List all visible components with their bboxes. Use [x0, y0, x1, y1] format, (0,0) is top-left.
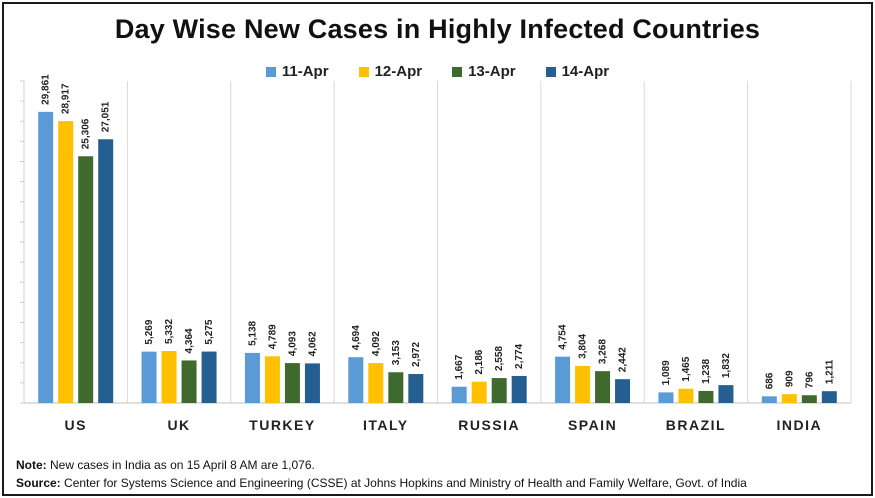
data-label-brazil-13-apr: 1,238: [701, 358, 712, 383]
bar-india-11-apr: [761, 396, 777, 403]
legend-label-12-apr: 12-Apr: [374, 63, 423, 80]
bar-italy-14-apr: [408, 374, 424, 403]
data-label-brazil-14-apr: 1,832: [721, 353, 732, 378]
category-label-brazil: BRAZIL: [666, 417, 726, 433]
bar-spain-12-apr: [575, 365, 591, 403]
legend-swatch-13-apr: [452, 66, 463, 77]
source-line: Source: Center for Systems Science and E…: [16, 474, 866, 492]
bar-spain-14-apr: [615, 379, 631, 403]
data-label-brazil-11-apr: 1,089: [661, 360, 672, 385]
note-text: New cases in India as on 15 April 8 AM a…: [46, 458, 315, 472]
bar-spain-11-apr: [555, 356, 571, 403]
data-label-russia-13-apr: 2,558: [494, 346, 505, 371]
note-line: Note: New cases in India as on 15 April …: [16, 456, 866, 474]
legend-label-14-apr: 14-Apr: [561, 63, 610, 80]
bar-italy-12-apr: [368, 363, 384, 403]
plot-area: 29,861 28,917 25,306 27,051 US 5,269 5,332 4,36…: [20, 74, 852, 433]
data-label-italy-13-apr: 3,153: [391, 340, 402, 365]
bar-brazil-13-apr: [698, 390, 714, 403]
legend-item-14-apr: 14-Apr: [545, 63, 610, 80]
bar-russia-14-apr: [511, 375, 527, 403]
data-label-spain-14-apr: 2,442: [618, 347, 629, 372]
data-label-us-11-apr: 29,861: [41, 74, 52, 105]
source-label: Source:: [16, 476, 61, 490]
data-label-india-14-apr: 1,211: [824, 359, 835, 384]
category-label-india: INDIA: [777, 417, 823, 433]
bar-italy-11-apr: [348, 357, 364, 403]
bar-india-14-apr: [821, 391, 837, 403]
data-label-russia-14-apr: 2,774: [514, 343, 525, 368]
category-label-uk: UK: [167, 417, 190, 433]
data-label-uk-11-apr: 5,269: [144, 319, 155, 344]
data-label-uk-12-apr: 5,332: [164, 319, 175, 344]
legend-swatch-14-apr: [545, 66, 556, 77]
bar-turkey-13-apr: [284, 363, 300, 403]
bar-uk-11-apr: [141, 351, 157, 403]
bar-brazil-14-apr: [718, 385, 734, 403]
data-label-uk-14-apr: 5,275: [204, 319, 215, 344]
bar-spain-13-apr: [595, 371, 611, 403]
legend-item-11-apr: 11-Apr: [265, 63, 329, 80]
bar-india-13-apr: [801, 395, 817, 403]
bar-turkey-14-apr: [304, 363, 320, 403]
legend-label-11-apr: 11-Apr: [281, 63, 329, 80]
footnotes: Note: New cases in India as on 15 April …: [16, 456, 866, 492]
data-label-turkey-12-apr: 4,789: [267, 324, 278, 349]
category-label-us: US: [64, 417, 86, 433]
bar-italy-13-apr: [388, 372, 404, 403]
data-label-turkey-14-apr: 4,062: [307, 331, 318, 356]
legend-swatch-12-apr: [358, 66, 369, 77]
category-label-italy: ITALY: [363, 417, 409, 433]
category-label-russia: RUSSIA: [458, 417, 520, 433]
data-label-italy-14-apr: 2,972: [411, 342, 422, 367]
legend-item-13-apr: 13-Apr: [452, 63, 516, 80]
bar-uk-13-apr: [181, 360, 197, 403]
data-label-india-13-apr: 796: [804, 371, 815, 388]
bar-us-13-apr: [78, 156, 94, 403]
data-label-spain-13-apr: 3,268: [598, 339, 609, 364]
bar-brazil-11-apr: [658, 392, 674, 403]
bar-us-12-apr: [58, 121, 74, 403]
bar-india-12-apr: [781, 394, 797, 403]
data-label-turkey-11-apr: 5,138: [247, 320, 258, 345]
data-label-italy-12-apr: 4,092: [371, 331, 382, 356]
category-label-turkey: TURKEY: [249, 417, 316, 433]
category-label-spain: SPAIN: [568, 417, 617, 433]
data-label-uk-13-apr: 4,364: [184, 328, 195, 353]
data-label-turkey-13-apr: 4,093: [287, 331, 298, 356]
bar-us-14-apr: [98, 139, 114, 403]
legend-label-13-apr: 13-Apr: [468, 63, 516, 80]
bar-uk-14-apr: [201, 351, 217, 403]
data-label-spain-11-apr: 4,754: [558, 324, 569, 349]
bar-uk-12-apr: [161, 351, 177, 403]
bar-russia-12-apr: [471, 381, 487, 403]
chart-title: Day Wise New Cases in Highly Infected Co…: [114, 14, 761, 44]
legend: 11-Apr 12-Apr 13-Apr 14-Apr: [4, 63, 871, 80]
legend-swatch-11-apr: [265, 66, 276, 77]
bar-russia-13-apr: [491, 378, 507, 403]
bar-brazil-12-apr: [678, 388, 694, 403]
data-label-us-14-apr: 27,051: [101, 101, 112, 132]
note-label: Note:: [16, 458, 47, 472]
bar-turkey-12-apr: [264, 356, 280, 403]
data-label-us-12-apr: 28,917: [61, 83, 72, 114]
legend-item-12-apr: 12-Apr: [358, 63, 423, 80]
data-label-brazil-12-apr: 1,465: [681, 356, 692, 381]
data-label-us-13-apr: 25,306: [81, 118, 92, 149]
data-label-russia-11-apr: 1,667: [454, 354, 465, 379]
data-label-india-11-apr: 686: [764, 372, 775, 389]
data-label-russia-12-apr: 2,186: [474, 349, 485, 374]
data-label-spain-12-apr: 3,804: [578, 333, 589, 358]
bar-russia-11-apr: [451, 386, 467, 403]
source-text: Center for Systems Science and Engineeri…: [60, 476, 747, 490]
data-label-italy-11-apr: 4,694: [351, 325, 362, 350]
data-label-india-12-apr: 909: [784, 370, 795, 387]
bar-us-11-apr: [38, 111, 54, 403]
bar-turkey-11-apr: [244, 352, 260, 403]
